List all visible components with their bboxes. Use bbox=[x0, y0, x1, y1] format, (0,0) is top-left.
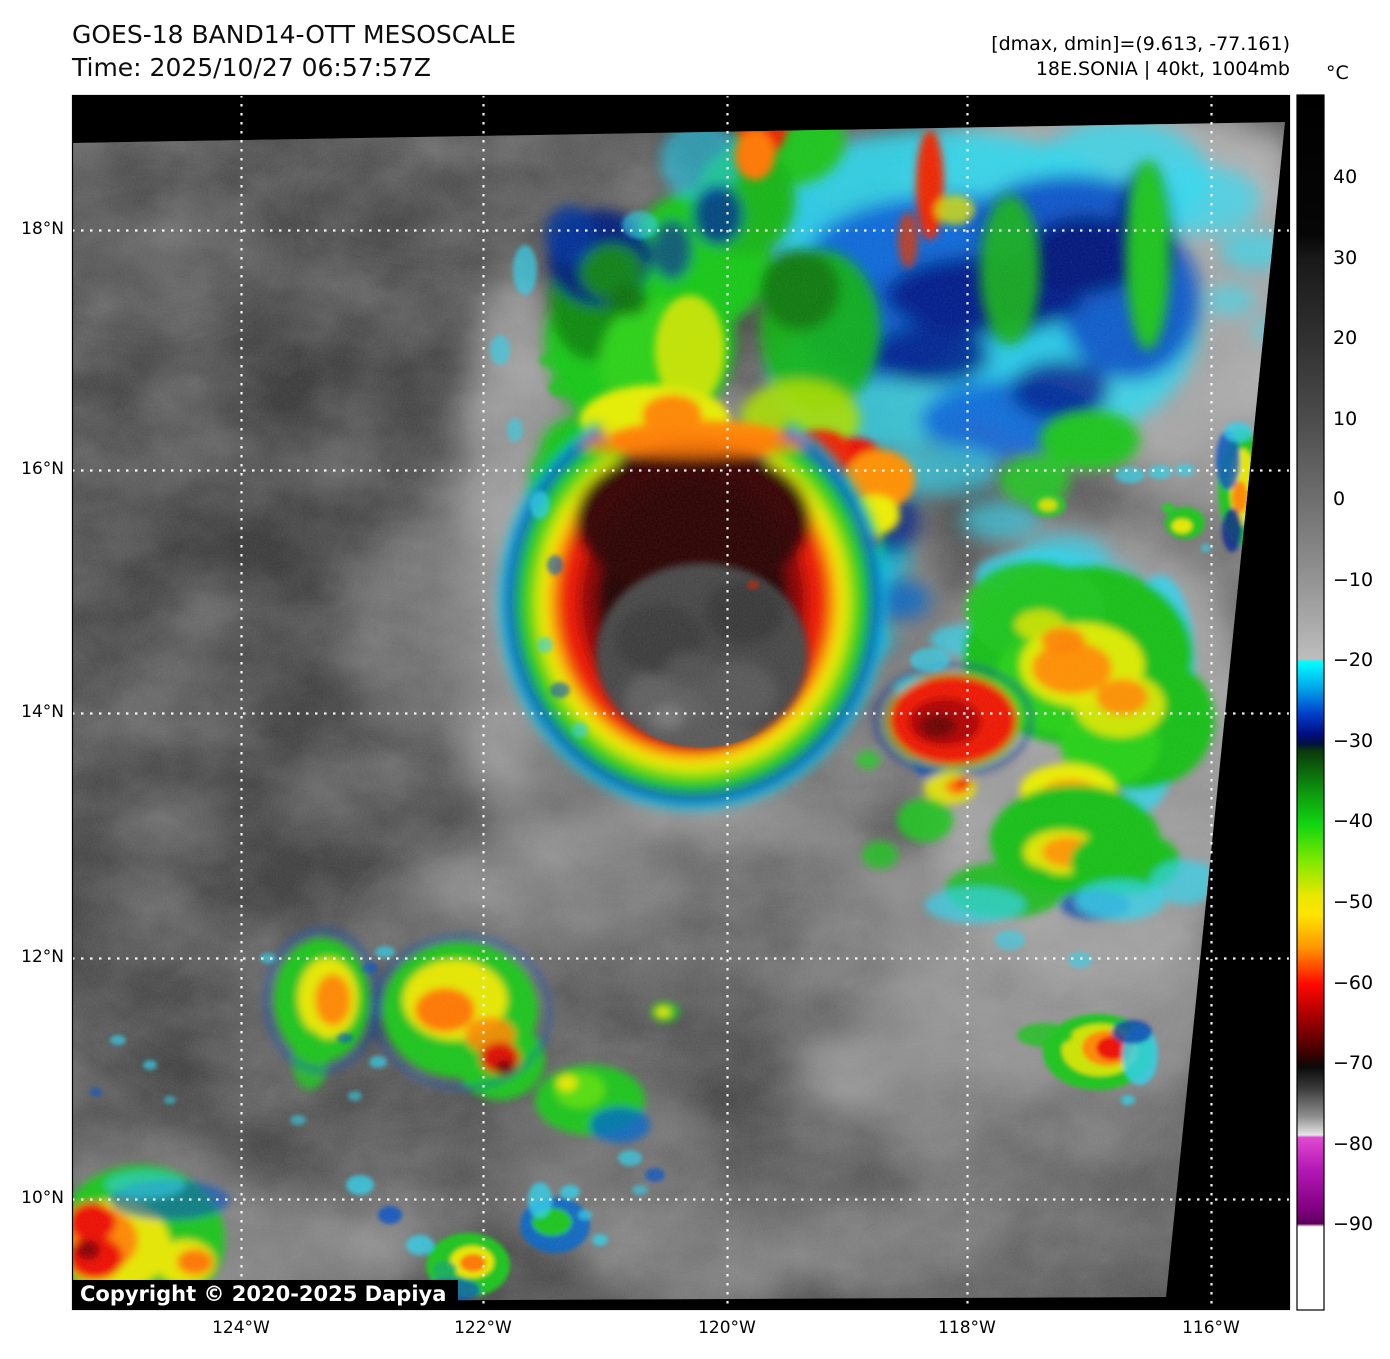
lon-label-116w: 116°W bbox=[1182, 1318, 1240, 1338]
cb-tick-m90: −90 bbox=[1333, 1213, 1374, 1235]
timestamp: Time: 2025/10/27 06:57:57Z bbox=[72, 53, 431, 82]
cb-tick-m50: −50 bbox=[1333, 891, 1374, 913]
page-title: GOES-18 BAND14-OTT MESOSCALE bbox=[72, 20, 517, 49]
lon-label-120w: 120°W bbox=[698, 1318, 756, 1338]
lon-label-124w: 124°W bbox=[212, 1318, 270, 1338]
lon-label-118w: 118°W bbox=[938, 1318, 996, 1338]
lat-label-18n: 18°N bbox=[21, 219, 64, 239]
cb-tick-0: 0 bbox=[1333, 488, 1346, 510]
cb-tick-30: 30 bbox=[1333, 247, 1358, 269]
cb-tick-m60: −60 bbox=[1333, 972, 1374, 994]
dmax-dmin-readout: [dmax, dmin]=(9.613, -77.161) bbox=[991, 33, 1290, 55]
satellite-data-swath bbox=[72, 122, 1285, 1302]
cb-tick-m80: −80 bbox=[1333, 1133, 1374, 1155]
lat-label-14n: 14°N bbox=[21, 702, 64, 722]
cb-tick-20: 20 bbox=[1333, 327, 1358, 349]
plot-frame bbox=[71, 94, 1291, 1311]
colorbar-unit-label: °C bbox=[1326, 62, 1349, 84]
cb-tick-40: 40 bbox=[1333, 166, 1358, 188]
lat-label-16n: 16°N bbox=[21, 459, 64, 479]
lat-label-12n: 12°N bbox=[21, 947, 64, 967]
cb-tick-m70: −70 bbox=[1333, 1052, 1374, 1074]
lat-label-10n: 10°N bbox=[21, 1188, 64, 1208]
cb-tick-m30: −30 bbox=[1333, 730, 1374, 752]
cb-tick-m40: −40 bbox=[1333, 810, 1374, 832]
cb-tick-m10: −10 bbox=[1333, 569, 1374, 591]
storm-info: 18E.SONIA | 40kt, 1004mb bbox=[1035, 58, 1290, 80]
cb-tick-10: 10 bbox=[1333, 408, 1358, 430]
copyright-banner: Copyright © 2020-2025 Dapiya bbox=[72, 1280, 459, 1309]
cb-tick-m20: −20 bbox=[1333, 649, 1374, 671]
temperature-colorbar bbox=[1296, 94, 1325, 1311]
lon-label-122w: 122°W bbox=[454, 1318, 512, 1338]
